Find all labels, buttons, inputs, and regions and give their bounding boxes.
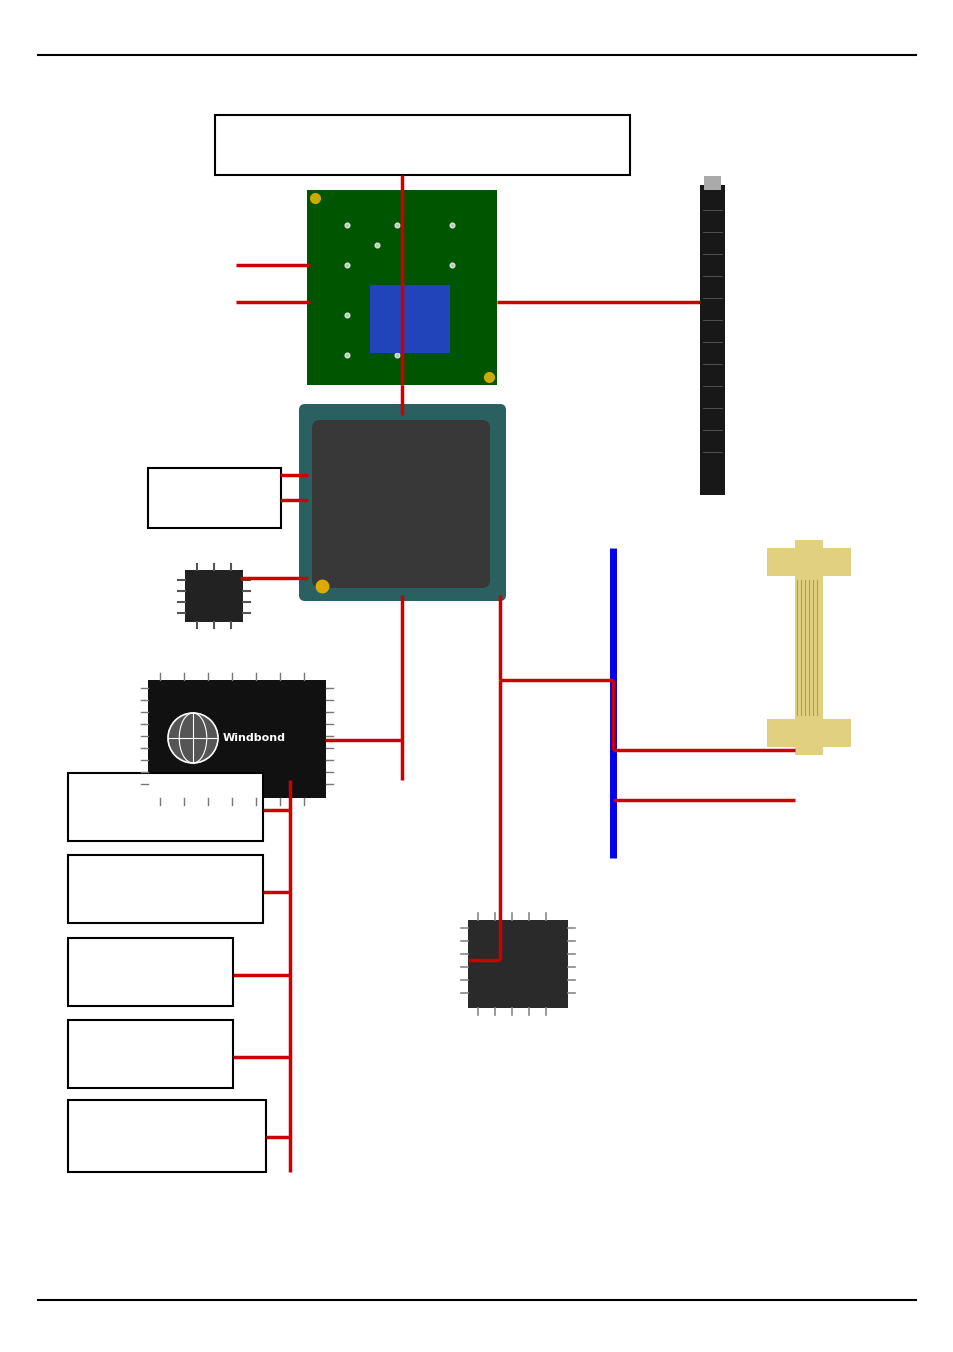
Bar — [68, 938, 233, 1006]
FancyBboxPatch shape — [312, 420, 490, 588]
Bar — [148, 468, 281, 529]
Bar — [766, 548, 850, 576]
Bar — [703, 176, 720, 191]
FancyBboxPatch shape — [298, 404, 505, 602]
Bar — [185, 571, 243, 622]
Bar — [214, 115, 629, 174]
Bar — [766, 719, 850, 748]
Bar — [68, 1101, 266, 1172]
Bar — [68, 773, 263, 841]
Bar — [468, 919, 567, 1009]
Bar — [307, 191, 497, 385]
Bar — [148, 680, 326, 798]
Bar — [794, 539, 822, 754]
Circle shape — [168, 713, 218, 763]
Bar — [370, 285, 450, 353]
Bar — [700, 185, 724, 495]
Text: Windbond: Windbond — [223, 733, 286, 744]
Bar — [68, 1019, 233, 1088]
Bar — [68, 854, 263, 923]
